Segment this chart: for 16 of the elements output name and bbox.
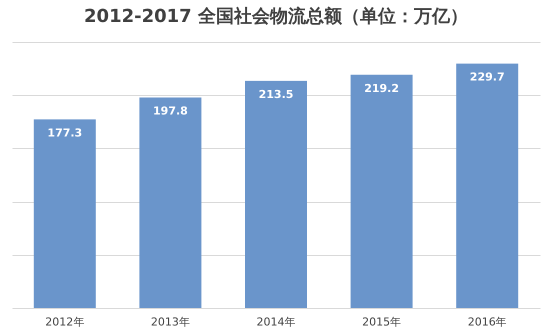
chart-title: 2012-2017 全国社会物流总额（单位：万亿） xyxy=(84,6,468,27)
x-tick-label: 2012年 xyxy=(45,316,84,328)
data-label: 229.7 xyxy=(470,70,505,84)
data-label: 219.2 xyxy=(364,82,399,95)
data-label: 197.8 xyxy=(153,104,188,118)
x-tick-label: 2013年 xyxy=(150,316,190,328)
data-label: 213.5 xyxy=(258,88,294,101)
bar xyxy=(456,64,518,308)
bar xyxy=(245,80,307,308)
data-label: 177.3 xyxy=(47,126,82,140)
x-tick-label: 2014年 xyxy=(256,316,296,328)
x-tick-label: 2015年 xyxy=(362,316,402,328)
x-tick-label: 2016年 xyxy=(468,316,507,328)
bar xyxy=(34,119,96,308)
bar xyxy=(350,74,413,308)
bar xyxy=(139,98,202,308)
